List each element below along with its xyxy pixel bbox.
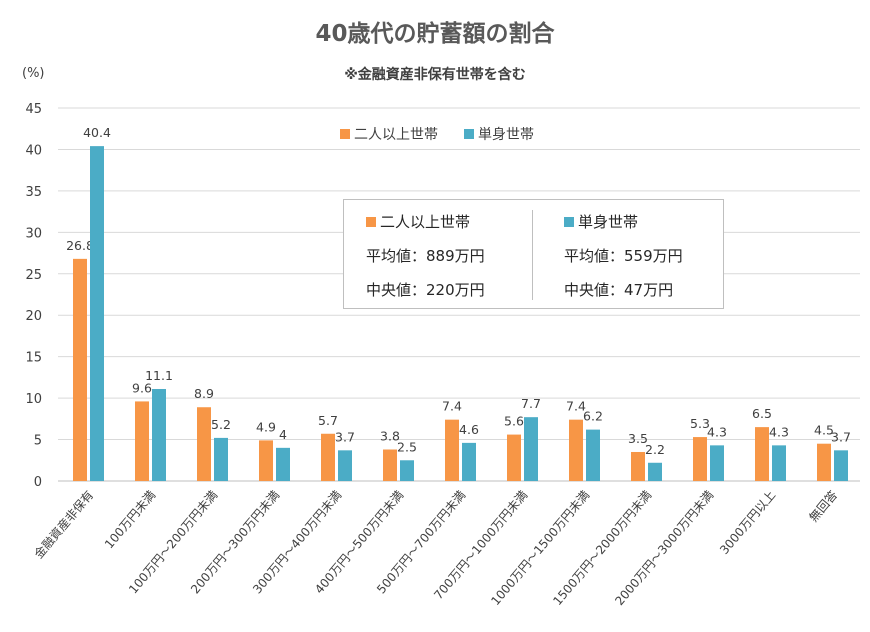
summary-box: 二人以上世帯 平均値：889万円 中央値：220万円 単身世帯 平均値：559万… — [343, 199, 724, 309]
bar-single — [710, 445, 724, 481]
data-label: 5.3 — [690, 416, 710, 431]
y-tick-label: 20 — [25, 309, 42, 324]
data-label: 2.2 — [645, 442, 665, 457]
data-label: 3.8 — [380, 429, 400, 444]
bar-single — [90, 146, 104, 481]
bar-two-plus — [197, 407, 211, 481]
data-label: 4 — [279, 427, 287, 442]
data-label: 5.7 — [318, 413, 338, 428]
bar-two-plus — [693, 437, 707, 481]
summary-right-mean: 平均値：559万円 — [564, 247, 683, 265]
data-label: 3.5 — [628, 431, 648, 446]
y-tick-label: 40 — [25, 143, 42, 158]
data-label: 6.5 — [752, 406, 772, 421]
bar-single — [648, 462, 662, 481]
data-label: 11.1 — [145, 368, 173, 383]
bar-two-plus — [259, 440, 273, 481]
data-label: 7.7 — [521, 396, 541, 411]
data-label: 8.9 — [194, 386, 214, 401]
x-tick-label: 100万円未満 — [102, 488, 158, 551]
bar-two-plus — [73, 258, 87, 481]
bar-two-plus — [631, 451, 645, 481]
summary-right: 単身世帯 平均値：559万円 中央値：47万円 — [564, 210, 683, 312]
bar-two-plus — [817, 443, 831, 481]
summary-left-name: 二人以上世帯 — [380, 213, 471, 231]
x-tick-label: 無回答 — [806, 487, 841, 524]
summary-right-name: 単身世帯 — [578, 213, 639, 231]
legend: 二人以上世帯 単身世帯 — [340, 124, 534, 144]
data-label: 40.4 — [83, 125, 111, 140]
y-tick-label: 35 — [25, 185, 42, 200]
y-tick-label: 25 — [25, 268, 42, 283]
chart-subtitle: ※金融資産非保有世帯を含む — [344, 67, 526, 83]
bar-two-plus — [507, 434, 521, 481]
bar-two-plus — [383, 449, 397, 481]
summary-right-header: 単身世帯 — [564, 210, 683, 244]
summary-left-header: 二人以上世帯 — [366, 210, 485, 244]
y-tick-label: 45 — [25, 102, 42, 117]
data-label: 4.9 — [256, 419, 276, 434]
data-label: 4.6 — [459, 422, 479, 437]
data-label: 4.3 — [769, 424, 789, 439]
legend-label: 単身世帯 — [478, 127, 534, 143]
y-tick-label: 15 — [25, 351, 42, 366]
bar-single — [276, 447, 290, 481]
bar-two-plus — [445, 419, 459, 481]
bar-two-plus — [569, 419, 583, 481]
bar-single — [834, 450, 848, 481]
bar-two-plus — [135, 401, 149, 481]
summary-left-median: 中央値：220万円 — [366, 281, 485, 299]
chart-title: 40歳代の貯蓄額の割合 — [315, 21, 555, 47]
y-axis-unit: (%) — [22, 66, 45, 81]
data-label: 5.6 — [504, 414, 524, 429]
bar-single — [586, 429, 600, 481]
data-label: 4.3 — [707, 424, 727, 439]
legend-item-0: 二人以上世帯 — [340, 124, 438, 144]
legend-swatch-orange — [340, 129, 350, 139]
swatch-orange — [366, 217, 376, 227]
summary-divider — [532, 210, 533, 300]
bar-single — [338, 450, 352, 481]
legend-item-1: 単身世帯 — [464, 124, 534, 144]
bar-single — [524, 417, 538, 481]
summary-right-median: 中央値：47万円 — [564, 281, 674, 299]
data-label: 3.7 — [335, 429, 355, 444]
swatch-blue — [564, 217, 574, 227]
y-tick-label: 5 — [34, 434, 42, 449]
bar-two-plus — [321, 433, 335, 481]
y-tick-label: 0 — [34, 475, 42, 490]
y-tick-label: 10 — [25, 392, 42, 407]
bar-single — [400, 460, 414, 481]
summary-left-mean: 平均値：889万円 — [366, 247, 485, 265]
bar-two-plus — [755, 427, 769, 481]
legend-label: 二人以上世帯 — [354, 127, 438, 143]
data-label: 7.4 — [566, 399, 586, 414]
bar-single — [214, 437, 228, 481]
y-tick-label: 30 — [25, 226, 42, 241]
x-tick-label: 3000万円以上 — [717, 488, 778, 557]
x-tick-label: 金融資産非保有 — [31, 487, 96, 561]
data-label: 26.8 — [66, 238, 94, 253]
data-label: 7.4 — [442, 399, 462, 414]
legend-swatch-blue — [464, 129, 474, 139]
bar-single — [772, 445, 786, 481]
data-label: 2.5 — [397, 439, 417, 454]
data-label: 9.6 — [132, 380, 152, 395]
bar-single — [462, 442, 476, 481]
data-label: 5.2 — [211, 417, 231, 432]
data-label: 4.5 — [814, 423, 834, 438]
data-label: 6.2 — [583, 409, 603, 424]
summary-left: 二人以上世帯 平均値：889万円 中央値：220万円 — [366, 210, 485, 312]
bar-single — [152, 388, 166, 481]
data-label: 3.7 — [831, 429, 851, 444]
